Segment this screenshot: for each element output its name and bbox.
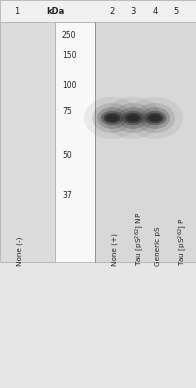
Text: Generic pS: Generic pS — [155, 226, 161, 266]
Ellipse shape — [127, 97, 183, 139]
Text: Tau [pS$^{262}$] NP: Tau [pS$^{262}$] NP — [133, 211, 146, 266]
Text: 3: 3 — [130, 7, 136, 16]
Ellipse shape — [122, 111, 144, 125]
Text: 100: 100 — [62, 80, 76, 90]
Ellipse shape — [149, 114, 161, 121]
Text: 5: 5 — [173, 7, 179, 16]
Bar — [55, 22, 95, 262]
Ellipse shape — [105, 97, 161, 139]
Text: 50: 50 — [62, 151, 72, 159]
Text: 150: 150 — [62, 50, 76, 59]
Text: 75: 75 — [62, 107, 72, 116]
Text: 4: 4 — [152, 7, 158, 16]
Ellipse shape — [127, 114, 139, 121]
Text: None (-): None (-) — [17, 237, 24, 266]
Bar — [0, 0, 196, 22]
Ellipse shape — [84, 97, 140, 139]
Ellipse shape — [146, 113, 163, 123]
Text: 1: 1 — [14, 7, 20, 16]
Ellipse shape — [118, 107, 148, 129]
Text: Tau [pS$^{262}$] P: Tau [pS$^{262}$] P — [176, 217, 189, 266]
Ellipse shape — [143, 111, 166, 125]
Text: 37: 37 — [62, 191, 72, 199]
Text: 250: 250 — [62, 31, 76, 40]
Ellipse shape — [124, 113, 142, 123]
Text: kDa: kDa — [46, 7, 64, 16]
Ellipse shape — [92, 103, 132, 133]
Ellipse shape — [103, 113, 121, 123]
Ellipse shape — [106, 114, 118, 121]
Ellipse shape — [97, 107, 127, 129]
Text: None (+): None (+) — [112, 233, 119, 266]
Text: 2: 2 — [109, 7, 115, 16]
Bar — [0, 22, 55, 262]
Ellipse shape — [140, 107, 170, 129]
Ellipse shape — [101, 111, 123, 125]
Ellipse shape — [113, 103, 153, 133]
Bar — [95, 22, 196, 262]
Ellipse shape — [135, 103, 175, 133]
